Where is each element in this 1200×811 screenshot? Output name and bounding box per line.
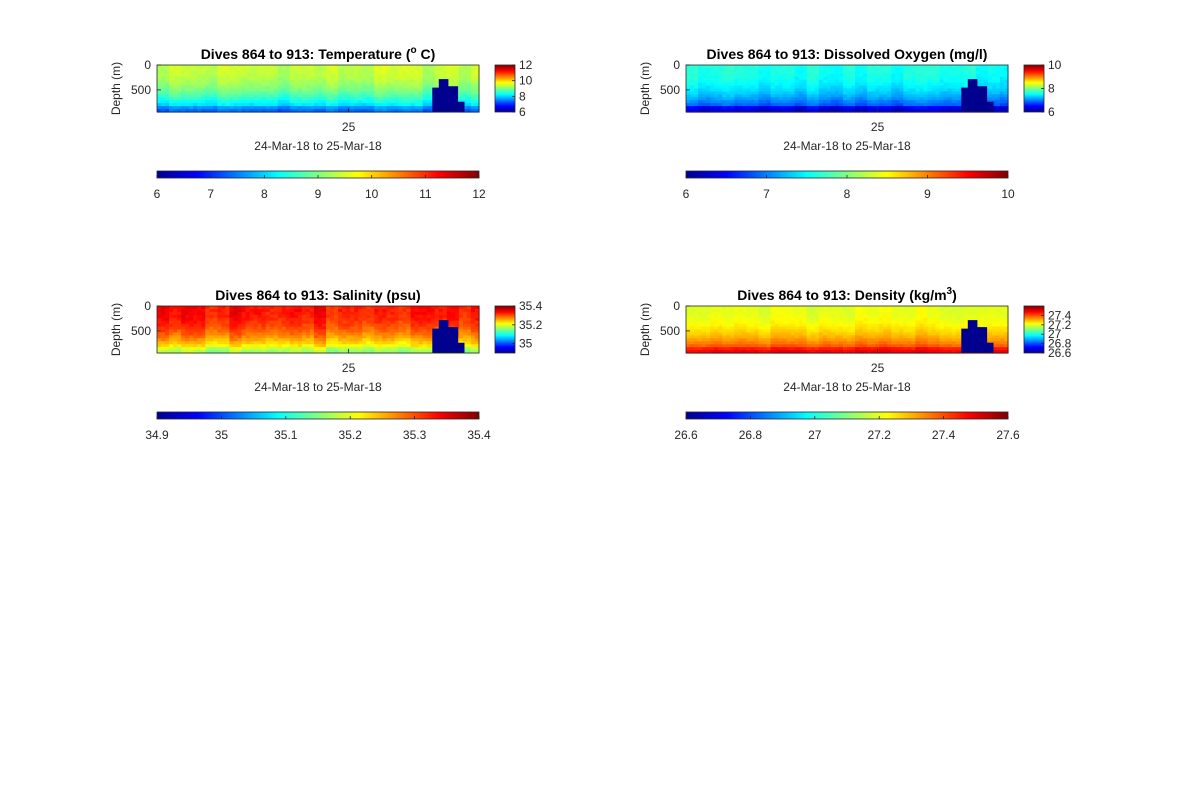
- colorbar-tick-label: 8: [1048, 82, 1055, 96]
- y-tick-label: 500: [131, 83, 151, 97]
- x-axis-label: 24-Mar-18 to 25-Mar-18: [254, 139, 382, 153]
- colorbar-tick-label: 6: [1048, 105, 1055, 119]
- x-tick-label: 25: [342, 120, 356, 134]
- colorbar-tick-label: 8: [519, 89, 526, 103]
- hcolorbar-tick-label: 7: [207, 187, 214, 201]
- hcolorbar-tick-label: 6: [683, 187, 690, 201]
- hcolorbar-tick-label: 10: [1001, 187, 1015, 201]
- hcolorbar-tick-label: 8: [261, 187, 268, 201]
- hcolorbar-tick-label: 35.2: [339, 428, 363, 442]
- chart-title: Dives 864 to 913: Temperature (o C): [201, 45, 436, 62]
- hcolorbar-tick-label: 11: [419, 187, 432, 201]
- panel-1: 0 500 25 24-Mar-18 to 25-Mar-18 Depth (m) Div…: [109, 45, 533, 201]
- y-tick-label: 500: [660, 83, 680, 97]
- colorbar-tick-label: 12: [519, 58, 533, 72]
- colorbar-horizontal: [157, 412, 479, 419]
- colorbar-tick-label: 10: [519, 74, 533, 88]
- x-axis-label: 24-Mar-18 to 25-Mar-18: [254, 380, 382, 394]
- hcolorbar-tick-label: 35: [215, 428, 229, 442]
- colorbar-vertical: [495, 65, 515, 112]
- y-tick-label: 500: [131, 324, 151, 338]
- hcolorbar-tick-label: 7: [763, 187, 770, 201]
- heatmap-cells: [686, 65, 1009, 113]
- chart-title: Dives 864 to 913: Dissolved Oxygen (mg/l…: [707, 46, 988, 62]
- y-tick-label: 0: [144, 299, 151, 313]
- x-axis-label: 24-Mar-18 to 25-Mar-18: [783, 139, 911, 153]
- y-axis-label: Depth (m): [109, 62, 123, 115]
- hcolorbar-tick-label: 12: [472, 187, 486, 201]
- colorbar-tick-label: 35.4: [519, 299, 543, 313]
- y-tick-label: 0: [144, 58, 151, 72]
- x-tick-label: 25: [871, 120, 885, 134]
- hcolorbar-tick-label: 9: [924, 187, 931, 201]
- colorbar-tick-label: 35.2: [519, 318, 543, 332]
- y-axis-label: Depth (m): [638, 62, 652, 115]
- hcolorbar-tick-label: 9: [315, 187, 322, 201]
- colorbar-tick-label: 6: [519, 105, 526, 119]
- hcolorbar-tick-label: 34.9: [145, 428, 169, 442]
- colorbar-vertical: [495, 306, 515, 353]
- colorbar-tick-label: 35: [519, 337, 533, 351]
- panel-3: 0 500 25 24-Mar-18 to 25-Mar-18 Depth (m) Div…: [109, 287, 543, 442]
- colorbar-tick-label: 10: [1048, 58, 1062, 72]
- hcolorbar-tick-label: 10: [365, 187, 379, 201]
- heatmap-cells: [157, 306, 480, 354]
- hcolorbar-tick-label: 35.4: [467, 428, 491, 442]
- y-axis-label: Depth (m): [109, 303, 123, 356]
- panel-2: 0 500 25 24-Mar-18 to 25-Mar-18 Depth (m) Div…: [638, 46, 1062, 201]
- y-tick-label: 0: [673, 58, 680, 72]
- heatmap-cells: [157, 65, 480, 113]
- hcolorbar-tick-label: 35.3: [403, 428, 427, 442]
- chart-title: Dives 864 to 913: Salinity (psu): [215, 287, 420, 303]
- x-tick-label: 25: [342, 361, 356, 375]
- hcolorbar-tick-label: 35.1: [274, 428, 298, 442]
- hcolorbar-tick-label: 6: [154, 187, 161, 201]
- hcolorbar-tick-label: 8: [844, 187, 851, 201]
- heatmap-cells: [686, 306, 1009, 354]
